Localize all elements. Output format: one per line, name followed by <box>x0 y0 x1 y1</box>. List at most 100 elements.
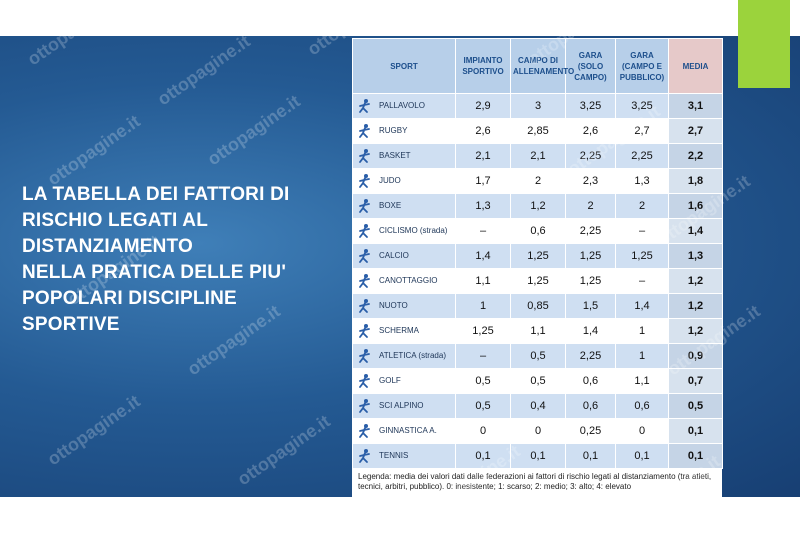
value-cell: 0,6 <box>565 368 616 394</box>
value-cell: 0,1 <box>510 443 566 469</box>
value-cell: 0,85 <box>510 293 566 319</box>
slide-title: LA TABELLA DEI FATTORI DI RISCHIO LEGATI … <box>22 182 289 338</box>
table-row: PALLAVOLO 2,9 3 3,25 3,25 3,1 <box>352 93 723 119</box>
sport-icon <box>359 224 370 238</box>
column-header: CAMPO DI ALLENAMENTO <box>510 38 574 94</box>
value-cell: 1,3 <box>455 193 511 219</box>
value-cell: 1 <box>615 318 669 344</box>
sport-icon <box>359 449 370 463</box>
value-cell: 3 <box>510 93 566 119</box>
table-row: BASKET 2,1 2,1 2,25 2,25 2,2 <box>352 143 723 169</box>
sport-icon <box>359 249 370 263</box>
value-cell: 0 <box>455 418 511 444</box>
sport-name: BASKET <box>379 151 411 161</box>
value-cell: 1,3 <box>668 243 723 269</box>
value-cell: – <box>455 343 511 369</box>
sport-name: CICLISMO (strada) <box>379 226 448 236</box>
sport-name: SCHERMA <box>379 326 420 336</box>
sport-icon <box>359 374 370 388</box>
value-cell: 0,5 <box>455 393 511 419</box>
value-cell: 1,2 <box>668 318 723 344</box>
sport-name: JUDO <box>379 176 401 186</box>
value-cell: 0 <box>615 418 669 444</box>
sport-icon <box>359 174 370 188</box>
sport-icon <box>359 399 370 413</box>
value-cell: 2,85 <box>510 118 566 144</box>
sport-name: BOXE <box>379 201 402 211</box>
value-cell: 3,1 <box>668 93 723 119</box>
column-header: GARA (CAMPO E PUBBLICO) <box>615 38 669 94</box>
value-cell: 0,6 <box>565 393 616 419</box>
sport-icon <box>359 324 370 338</box>
column-header: MEDIA <box>668 38 723 94</box>
sport-icon <box>359 199 370 213</box>
value-cell: 1,7 <box>455 168 511 194</box>
value-cell: 1,3 <box>615 168 669 194</box>
table-panel: SPORT IMPIANTO SPORTIVO CAMPO DI ALLENAMEN… <box>352 38 723 497</box>
sport-icon <box>359 149 370 163</box>
table-row: CANOTTAGGIO 1,1 1,25 1,25–1,2 <box>352 268 723 294</box>
title-line: LA TABELLA DEI FATTORI DI <box>22 184 290 205</box>
value-cell: 1,1 <box>510 318 566 344</box>
sport-name: SCI ALPINO <box>379 401 424 411</box>
value-cell: 2,25 <box>565 343 616 369</box>
title-line: RISCHIO LEGATI AL <box>22 210 209 231</box>
value-cell: 0,25 <box>565 418 616 444</box>
sport-name: GINNASTICA A. <box>379 426 437 436</box>
table-row: GOLF 0,5 0,5 0,6 1,1 0,7 <box>352 368 723 394</box>
value-cell: 2,25 <box>615 143 669 169</box>
value-cell: 1,4 <box>455 243 511 269</box>
value-cell: 2,9 <box>455 93 511 119</box>
table-row: BOXE 1,3 1,2 2 2 1,6 <box>352 193 723 219</box>
title-line: SPORTIVE <box>22 314 120 335</box>
value-cell: 0,1 <box>668 443 723 469</box>
sport-icon <box>359 424 370 438</box>
value-cell: 0,1 <box>615 443 669 469</box>
value-cell: 1 <box>455 293 511 319</box>
value-cell: 3,25 <box>565 93 616 119</box>
value-cell: 2 <box>565 193 616 219</box>
table-row: NUOTO 1 0,85 1,5 1,4 1,2 <box>352 293 723 319</box>
table-body: PALLAVOLO 2,9 3 3,25 3,25 3,1 RUGBY 2,6 2,85 2,6 2… <box>352 93 723 469</box>
value-cell: 0,6 <box>510 218 566 244</box>
value-cell: 0,1 <box>668 418 723 444</box>
table-row: GINNASTICA A. 0 0 0,25 0 0,1 <box>352 418 723 444</box>
value-cell: 1,25 <box>565 268 616 294</box>
column-header: SPORT <box>352 38 456 94</box>
value-cell: 0 <box>510 418 566 444</box>
column-header: IMPIANTO SPORTIVO <box>455 38 511 94</box>
table-row: CICLISMO (strada) –0,6 2,25–1,4 <box>352 218 723 244</box>
value-cell: 1,2 <box>510 193 566 219</box>
sport-icon <box>359 274 370 288</box>
value-cell: 1,4 <box>615 293 669 319</box>
value-cell: 2,7 <box>668 118 723 144</box>
value-cell: 0,9 <box>668 343 723 369</box>
value-cell: – <box>615 268 669 294</box>
sport-name: GOLF <box>379 376 401 386</box>
value-cell: 0,5 <box>510 343 566 369</box>
value-cell: 2,6 <box>455 118 511 144</box>
value-cell: 1,1 <box>615 368 669 394</box>
value-cell: 1,25 <box>510 243 566 269</box>
column-header: GARA (SOLO CAMPO) <box>565 38 616 94</box>
sport-icon <box>359 99 370 113</box>
sport-name: TENNIS <box>379 451 409 461</box>
value-cell: 1,25 <box>455 318 511 344</box>
header-row: SPORT IMPIANTO SPORTIVO CAMPO DI ALLENAMEN… <box>352 38 723 94</box>
value-cell: 2 <box>510 168 566 194</box>
value-cell: 1,4 <box>565 318 616 344</box>
value-cell: 1,4 <box>668 218 723 244</box>
value-cell: – <box>455 218 511 244</box>
value-cell: 2,2 <box>668 143 723 169</box>
legend: Legenda: media dei valori dati dalle fed… <box>358 472 712 491</box>
sport-cell: GINNASTICA A. <box>352 418 456 444</box>
sport-cell: BOXE <box>352 193 456 219</box>
title-line: DISTANZIAMENTO <box>22 236 193 257</box>
sport-cell: CALCIO <box>352 243 456 269</box>
value-cell: 2 <box>615 193 669 219</box>
sport-cell: ATLETICA (strada) <box>352 343 456 369</box>
value-cell: 0,1 <box>455 443 511 469</box>
sport-name: PALLAVOLO <box>379 101 425 111</box>
value-cell: 0,5 <box>455 368 511 394</box>
